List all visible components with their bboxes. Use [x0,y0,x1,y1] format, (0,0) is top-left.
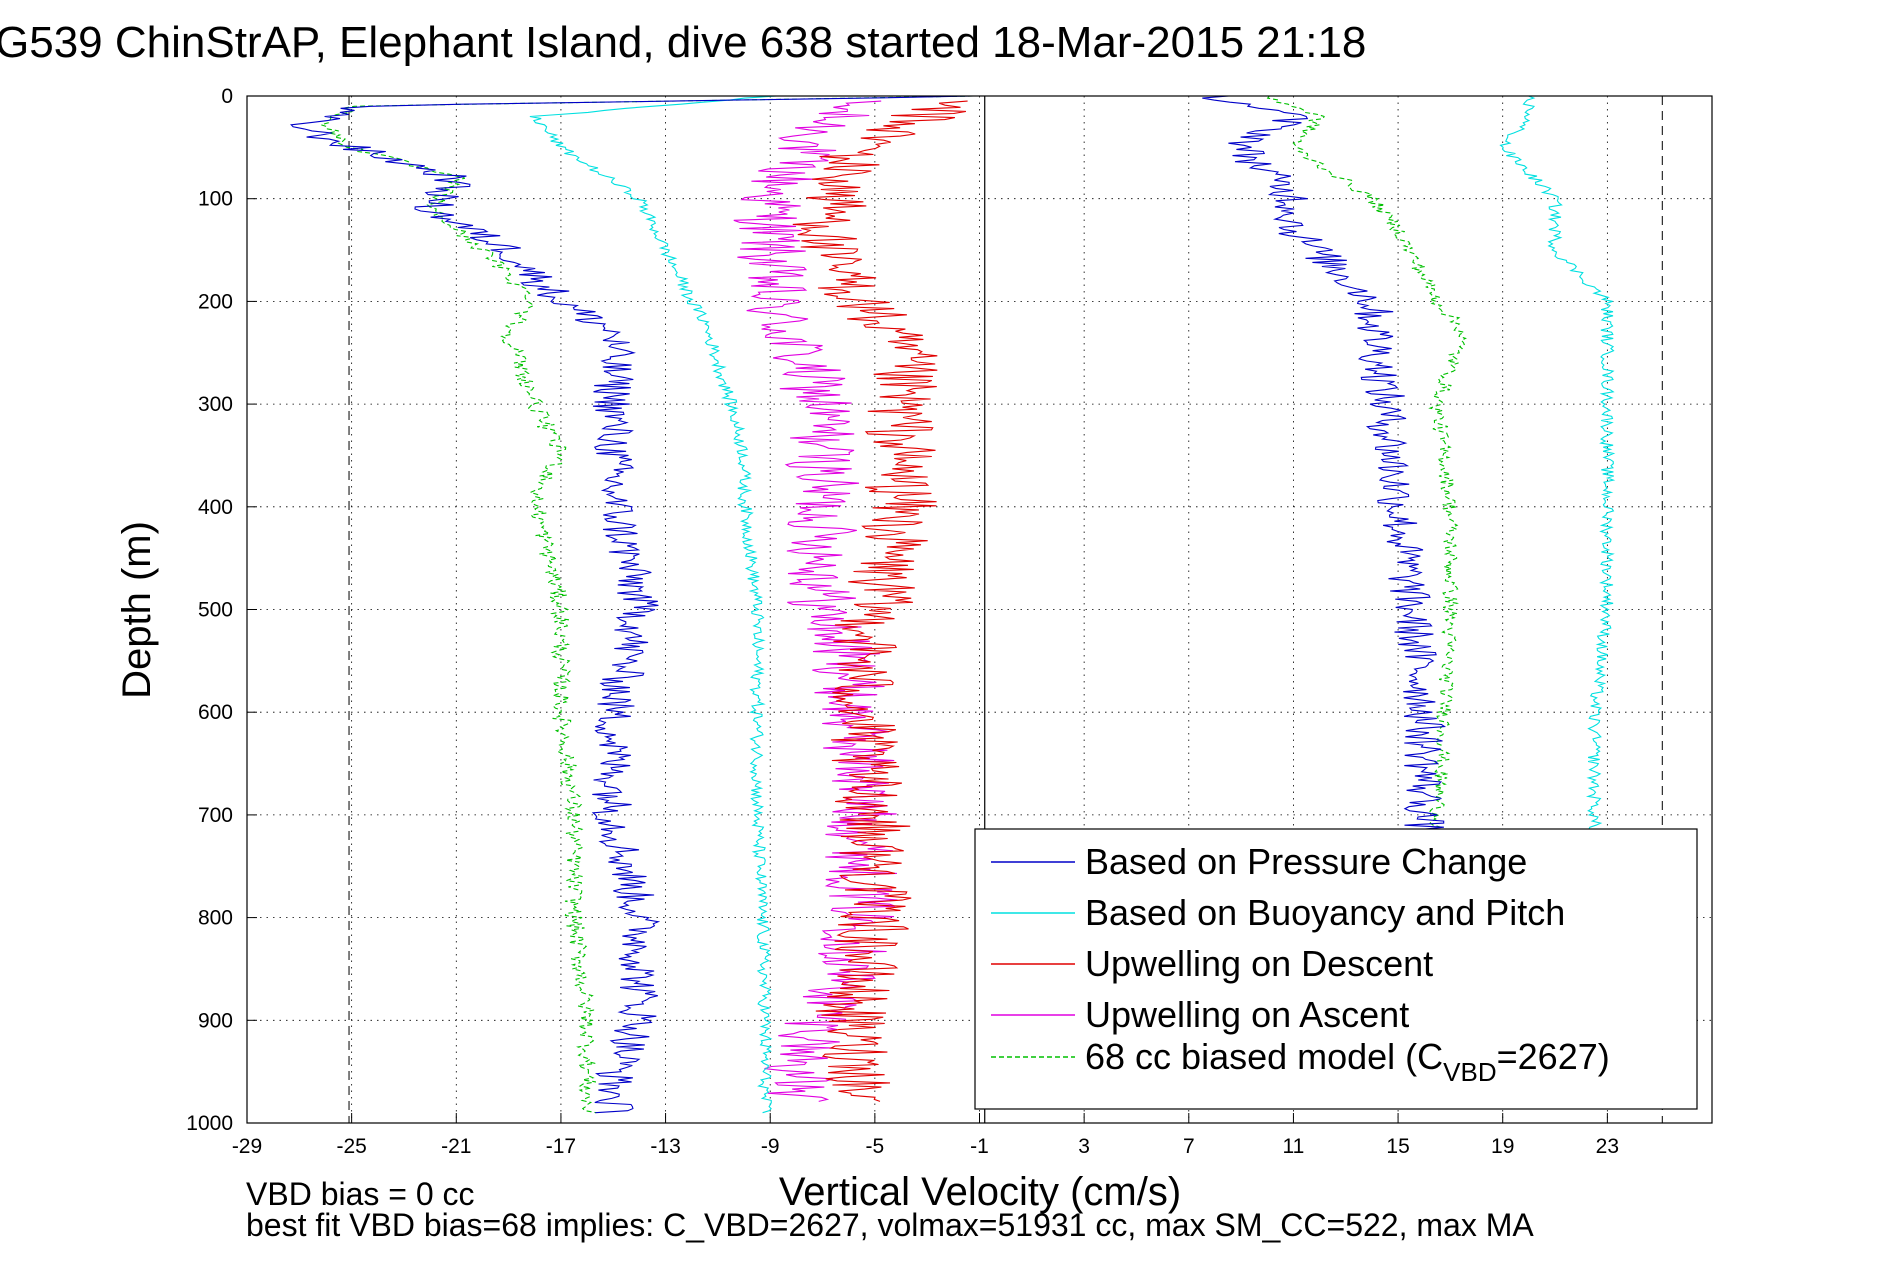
legend-label: Based on Pressure Change [1085,841,1527,882]
x-tick-label: 23 [1596,1135,1619,1158]
pressure-change-ascent-line [1202,95,1447,836]
legend-label: Upwelling on Ascent [1085,994,1409,1035]
y-tick-label: 800 [198,907,233,930]
x-tick-label: -21 [441,1135,471,1158]
y-tick-label: 0 [221,85,233,108]
legend-label-text: Upwelling on Ascent [1085,994,1409,1035]
x-axis-label: Vertical Velocity (cm/s) [779,1170,1181,1214]
y-tick-label: 500 [198,599,233,622]
y-tick-label: 900 [198,1009,233,1032]
chart-title: G539 ChinStrAP, Elephant Island, dive 63… [0,18,1366,67]
vbd-bias-note: VBD bias = 0 cc [246,1176,475,1212]
x-tick-label: 15 [1386,1135,1409,1158]
series-group [290,95,1616,1114]
biased-model-descent-line [319,95,974,1114]
x-tick-label: -29 [232,1135,262,1158]
upwelling-descent-line [792,100,968,1102]
legend-label-subscript: VBD [1443,1057,1496,1087]
x-tick-label: -5 [866,1135,885,1158]
legend-label: Based on Buoyancy and Pitch [1085,892,1565,933]
y-tick-label: 600 [198,701,233,724]
legend-label-text: 68 cc biased model (C [1085,1036,1443,1077]
legend: Based on Pressure Change Based on Buoyanc… [974,828,1698,1110]
y-tick-label: 700 [198,804,233,827]
y-tick-label: 100 [198,188,233,211]
legend-label-text: Based on Pressure Change [1085,841,1527,882]
x-tick-label: -13 [650,1135,680,1158]
best-fit-note: best fit VBD bias=68 implies: C_VBD=2627… [246,1207,1534,1243]
pressure-change-descent-line [290,95,974,1114]
x-tick-label: 7 [1183,1135,1195,1158]
biased-model-ascent-line [1266,95,1467,836]
y-axis-ticks: 0 100 200 300 400 500 600 700 800 900 1000 [186,85,257,1135]
legend-box [974,828,1698,1110]
buoyancy-pitch-ascent-line [1499,95,1616,836]
legend-label: 68 cc biased model (CVBD=2627) [1085,1036,1610,1087]
x-tick-label: -1 [970,1135,989,1158]
x-axis-ticks: -29 -25 -21 -17 -13 -9 -5 -1 3 7 11 15 19 23 [232,1113,1619,1158]
y-tick-label: 200 [198,290,233,313]
x-tick-label: -25 [336,1135,366,1158]
x-tick-label: 11 [1283,1135,1305,1158]
buoyancy-pitch-descent-line [529,95,777,1114]
legend-label: Upwelling on Descent [1085,943,1433,984]
y-tick-label: 400 [198,496,233,519]
y-tick-label: 300 [198,393,233,416]
y-tick-label: 1000 [186,1112,233,1135]
legend-label-text: Based on Buoyancy and Pitch [1085,892,1565,933]
legend-label-text: Upwelling on Descent [1085,943,1433,984]
x-tick-label: 3 [1078,1135,1090,1158]
y-axis-label: Depth (m) [115,521,159,699]
x-tick-label: -9 [761,1135,780,1158]
x-tick-label: 19 [1491,1135,1514,1158]
x-tick-label: -17 [546,1135,576,1158]
legend-label-suffix: =2627) [1497,1036,1610,1077]
upwelling-ascent-line [733,100,898,1102]
